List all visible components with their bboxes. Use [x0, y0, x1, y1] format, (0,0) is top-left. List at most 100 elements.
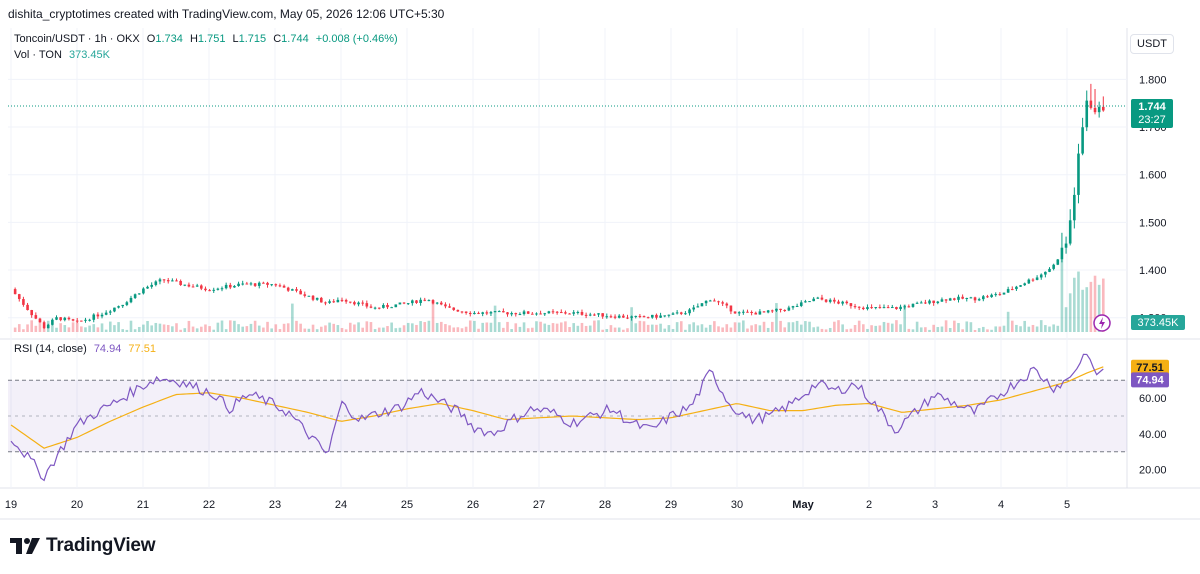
volume-bar: [1093, 275, 1097, 332]
volume-bar: [46, 320, 50, 332]
volume-bar: [737, 322, 741, 332]
candle-body: [460, 311, 464, 313]
volume-bar: [783, 327, 787, 332]
chart-svg[interactable]: 192021222324252627282930May23451.3001.40…: [0, 28, 1200, 520]
candle-body: [1085, 100, 1089, 128]
volume-bar: [948, 327, 952, 332]
volume-bar: [584, 325, 588, 332]
candle-body: [671, 313, 675, 315]
candle-body: [928, 300, 931, 304]
candle-body: [808, 301, 811, 303]
volume-bar: [344, 329, 348, 332]
candle-body: [700, 303, 704, 307]
low-value: 1.715: [238, 33, 267, 45]
volume-value-label: 373.45K: [1138, 317, 1180, 329]
candle-body: [1031, 279, 1035, 281]
candle-body: [303, 294, 307, 296]
volume-bar: [394, 328, 398, 332]
volume-bar: [957, 323, 960, 332]
volume-bar: [580, 322, 584, 332]
volume-bar: [655, 324, 658, 332]
candle-body: [171, 280, 174, 282]
volume-bar: [915, 321, 919, 332]
volume-bar: [708, 324, 712, 332]
volume-bar: [688, 324, 691, 332]
candle-body: [862, 307, 865, 310]
candle-body: [253, 283, 257, 286]
x-tick-label: 28: [599, 499, 611, 511]
quote-currency-button[interactable]: USDT: [1130, 34, 1174, 54]
candle-body: [961, 296, 964, 299]
volume-bar: [746, 328, 749, 332]
volume-bar: [171, 326, 174, 332]
volume-bar: [977, 328, 981, 332]
volume-bar: [129, 320, 133, 332]
chart-frame[interactable]: 192021222324252627282930May23451.3001.40…: [0, 28, 1200, 520]
candle-body: [266, 282, 269, 285]
brand[interactable]: TradingView: [10, 535, 156, 557]
candle-body: [431, 300, 435, 304]
volume-bar: [398, 327, 402, 332]
x-tick-label: 25: [401, 499, 413, 511]
candle-body: [626, 317, 629, 319]
candle-body: [775, 308, 778, 311]
volume-bar: [241, 326, 244, 332]
volume-bar: [88, 325, 91, 332]
volume-bar: [67, 327, 71, 332]
candle-body: [291, 289, 294, 291]
last-price-badge: [1131, 99, 1173, 129]
candle-body: [369, 306, 373, 308]
volume-bar: [423, 322, 427, 332]
candle-body: [129, 297, 133, 303]
volume-bar: [1060, 260, 1064, 332]
volume-bar: [460, 328, 464, 332]
candle-body: [816, 297, 820, 299]
high-label: H: [189, 33, 198, 45]
volume-bar: [1102, 278, 1105, 332]
candle-body: [667, 314, 671, 316]
volume-bar: [324, 325, 327, 332]
volume-bar: [808, 321, 811, 332]
candle-body: [982, 296, 985, 300]
candle-body: [1097, 106, 1101, 113]
candle-body: [617, 315, 621, 318]
candle-body: [191, 286, 195, 288]
volume-bar: [646, 324, 650, 332]
volume-bar: [659, 323, 662, 332]
candle-body: [295, 289, 298, 291]
volume-bar: [841, 324, 844, 332]
high-value: 1.751: [197, 33, 226, 45]
candle-body: [26, 304, 29, 311]
x-tick-label: 23: [269, 499, 281, 511]
volume-bar: [932, 324, 935, 332]
volume-bar: [278, 329, 282, 332]
volume-bar: [1010, 320, 1014, 332]
candle-body: [1035, 277, 1039, 280]
volume-bar: [113, 325, 116, 332]
candle-body: [440, 302, 443, 305]
candle-body: [899, 306, 902, 310]
candle-body: [324, 302, 327, 304]
candle-body: [758, 311, 762, 315]
candle-body: [866, 307, 869, 310]
volume-bar: [605, 329, 609, 332]
candle-body: [1010, 289, 1014, 291]
candle-body: [547, 311, 551, 314]
candle-body: [125, 302, 129, 305]
candle-body: [539, 313, 542, 315]
candle-body: [282, 285, 286, 288]
volume-bar: [406, 322, 410, 332]
volume-bar: [642, 321, 646, 332]
volume-bar: [179, 329, 182, 332]
candle-body: [531, 313, 534, 315]
volume-bar: [775, 303, 778, 332]
candle-body: [344, 299, 348, 302]
volume-bar: [92, 324, 96, 332]
volume-bar: [481, 322, 484, 332]
candle-body: [332, 301, 336, 303]
volume-bar: [502, 327, 505, 332]
candle-body: [274, 284, 278, 286]
candle-body: [787, 307, 791, 311]
volume-bar: [895, 320, 898, 332]
volume-bar: [51, 323, 54, 332]
